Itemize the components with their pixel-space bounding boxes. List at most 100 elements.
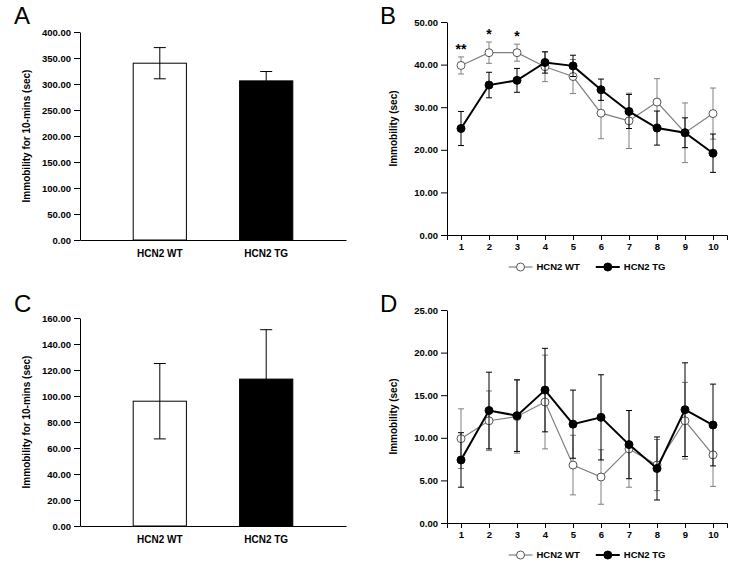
y-tick-label: 20.00 (414, 144, 438, 155)
x-tick: HCN2 TG (244, 526, 288, 545)
y-tick: 60.00 (47, 443, 80, 454)
x-tick-label: 8 (655, 241, 660, 252)
y-axis: 0.0050.00100.00150.00200.00250.00300.003… (42, 27, 81, 246)
error-bar (654, 111, 660, 145)
y-tick-mark (74, 110, 80, 111)
error-cap (542, 81, 548, 82)
legend-marker (517, 551, 525, 559)
y-tick: 300.00 (42, 79, 80, 90)
x-tick-mark (517, 523, 518, 528)
x-tick: 2 (487, 235, 492, 252)
x-tick-label: 7 (627, 529, 632, 540)
y-tick-mark (441, 395, 447, 396)
legend-entry: HCN2 TG (596, 261, 666, 272)
error-cap (260, 428, 272, 429)
x-tick-label: 2 (487, 529, 492, 540)
y-tick-mark (441, 353, 447, 354)
legend-label: HCN2 TG (624, 261, 666, 272)
legend-marker (517, 263, 525, 271)
error-bar (514, 380, 520, 452)
x-tick-label: HCN2 TG (244, 248, 288, 259)
error-cap (514, 92, 520, 93)
point (681, 129, 689, 137)
error-bar (626, 94, 632, 128)
y-axis-title: Immobility (sec) (388, 90, 399, 166)
error-bar (570, 55, 576, 76)
error-cap (626, 410, 632, 411)
error-cap (542, 51, 548, 52)
error-bar (542, 348, 548, 431)
error-bar (710, 134, 716, 172)
error-cap (514, 68, 520, 69)
error-bar (570, 59, 576, 93)
x-tick-label: 3 (515, 241, 520, 252)
error-stem (266, 330, 267, 429)
error-bar (154, 48, 166, 79)
point (513, 76, 521, 84)
x-tick: HCN2 WT (137, 240, 183, 259)
error-cap (598, 504, 604, 505)
x-tick-label: HCN2 WT (137, 248, 183, 259)
error-cap (626, 478, 632, 479)
y-tick-mark (74, 448, 80, 449)
panel: 0.005.0010.0015.0020.0025.0012345678910I… (388, 305, 728, 561)
y-tick-label: 10.00 (414, 187, 438, 198)
error-cap (154, 47, 166, 48)
x-tick: 5 (571, 235, 577, 252)
y-axis-title: Immobility for 10-mins (sec) (21, 356, 32, 489)
point (709, 421, 717, 429)
error-cap (626, 410, 632, 411)
point (485, 407, 493, 415)
legend-label: HCN2 TG (624, 549, 666, 560)
y-axis: 0.005.0010.0015.0020.0025.00 (414, 305, 447, 529)
error-cap (458, 408, 464, 409)
y-tick-label: 0.00 (420, 230, 439, 241)
x-tick-label: 4 (543, 529, 549, 540)
point (709, 149, 717, 157)
y-axis: 0.0020.0040.0060.0080.00100.00120.00140.… (42, 313, 81, 532)
y-tick: 50.00 (414, 17, 447, 28)
error-bar (542, 52, 548, 82)
error-cap (458, 111, 464, 112)
error-cap (458, 432, 464, 433)
y-tick-mark (441, 310, 447, 311)
y-tick-label: 40.00 (414, 59, 438, 70)
x-tick-label: 8 (655, 529, 660, 540)
y-tick-label: 120.00 (42, 365, 71, 376)
x-tick: 8 (655, 235, 660, 252)
x-tick-mark (657, 235, 658, 240)
point (653, 124, 661, 132)
bar (133, 63, 186, 240)
x-tick-label: HCN2 TG (244, 534, 288, 545)
x-tick: 5 (571, 523, 577, 540)
annotation: * (486, 26, 492, 42)
y-axis-line (447, 311, 448, 524)
y-tick: 140.00 (42, 339, 80, 350)
error-bar (486, 372, 492, 449)
x-tick: 8 (655, 523, 660, 540)
error-cap (654, 145, 660, 146)
y-tick-mark (441, 480, 447, 481)
x-axis: HCN2 WTHCN2 TG (81, 526, 347, 545)
y-tick-mark (74, 58, 80, 59)
error-bar (570, 390, 576, 458)
y-tick-label: 20.00 (414, 347, 438, 358)
y-tick-mark (74, 32, 80, 33)
x-tick-mark (573, 235, 574, 240)
error-cap (710, 134, 716, 135)
x-tick-label: 2 (487, 241, 492, 252)
y-tick-label: 15.00 (414, 390, 438, 401)
y-tick-mark (441, 150, 447, 151)
y-tick-label: 5.00 (420, 475, 439, 486)
y-tick-label: 160.00 (42, 313, 71, 324)
error-bar (260, 330, 272, 429)
error-cap (626, 93, 632, 94)
error-bar (598, 375, 604, 460)
error-cap (542, 348, 548, 349)
series-line (461, 390, 713, 468)
point (513, 413, 521, 421)
y-axis: 0.0010.0020.0030.0040.0050.00 (414, 17, 447, 241)
y-tick: 350.00 (42, 53, 80, 64)
y-tick-mark (74, 214, 80, 215)
point (457, 125, 465, 133)
